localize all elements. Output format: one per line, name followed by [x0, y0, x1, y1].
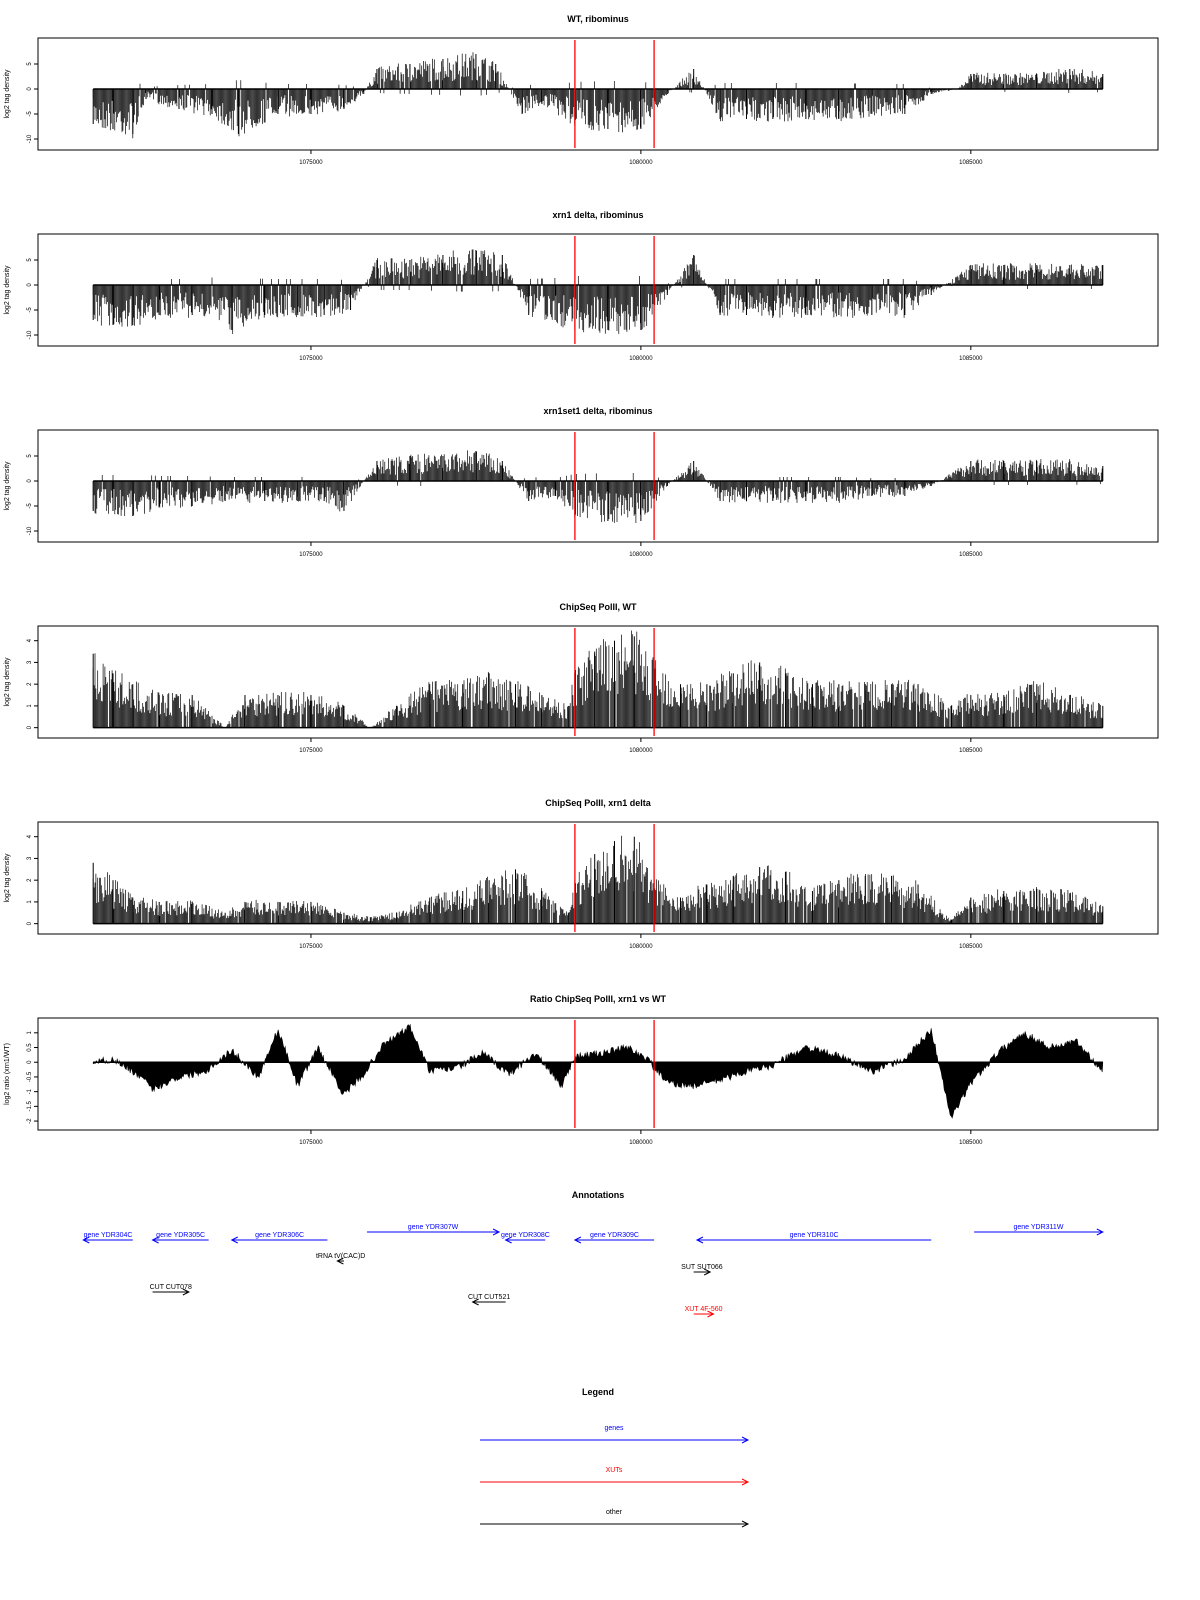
- y-tick-label: 5: [27, 62, 33, 66]
- y-tick-label: 5: [27, 258, 33, 262]
- y-tick-label: -10: [27, 134, 33, 143]
- x-tick-label: 1080000: [629, 160, 653, 166]
- x-tick-label: 1085000: [959, 944, 983, 950]
- x-tick-label: 1080000: [629, 748, 653, 754]
- y-axis-label: log2 tag density: [4, 657, 11, 707]
- density-bars: [92, 630, 1103, 728]
- plot-frame: [37, 429, 1159, 543]
- track-panel-3: xrn1set1 delta, ribominus log2 tag densit…: [4, 406, 1159, 558]
- track-panel-2: xrn1 delta, ribominus log2 tag density -10…: [4, 210, 1159, 362]
- y-tick-label: 0: [27, 725, 33, 729]
- y-tick-label: 3: [27, 856, 33, 860]
- panel-title: xrn1 delta, ribominus: [552, 210, 643, 220]
- y-axis-label: log2 tag density: [4, 461, 11, 511]
- y-tick-label: 0: [27, 479, 33, 483]
- y-tick-label: -5: [27, 111, 33, 117]
- plot-frame: [37, 821, 1159, 935]
- y-tick-label: 1: [27, 900, 33, 904]
- x-tick-label: 1085000: [959, 356, 983, 362]
- x-tick-label: 1075000: [299, 552, 323, 558]
- track-panel-4: ChipSeq PolII, WT log2 tag density 0 1 2 3 4 10…: [4, 602, 1159, 754]
- y-tick-label: 4: [27, 834, 33, 838]
- y-axis-label: log2 tag density: [4, 853, 11, 903]
- y-tick-label: -10: [27, 330, 33, 339]
- x-tick-label: 1085000: [959, 552, 983, 558]
- plot-frame: [37, 625, 1159, 739]
- y-tick-label: -10: [27, 526, 33, 535]
- density-bars: [92, 835, 1103, 924]
- track-panels: WT, ribominus log2 tag density -10 -5 0 5 1075…: [4, 14, 1159, 1146]
- y-tick-label: -5: [27, 307, 33, 313]
- density-bars: [92, 249, 1103, 334]
- y-tick-label: 1: [27, 704, 33, 708]
- track-panel-5: ChipSeq PolII, xrn1 delta log2 tag densit…: [4, 798, 1159, 950]
- x-tick-label: 1075000: [299, 160, 323, 166]
- y-tick-label: 2: [27, 878, 33, 882]
- x-tick-label: 1075000: [299, 944, 323, 950]
- panel-title: ChipSeq PolII, xrn1 delta: [545, 798, 652, 808]
- x-tick-label: 1080000: [629, 356, 653, 362]
- density-bars: [92, 450, 1103, 523]
- panel-title: WT, ribominus: [567, 14, 629, 24]
- y-tick-label: 0: [27, 921, 33, 925]
- y-tick-label: -5: [27, 503, 33, 509]
- x-tick-label: 1080000: [629, 552, 653, 558]
- y-axis-label: log2 tag density: [4, 265, 11, 315]
- y-tick-label: 0: [27, 283, 33, 287]
- x-tick-label: 1080000: [629, 944, 653, 950]
- x-tick-label: 1085000: [959, 748, 983, 754]
- x-tick-label: 1075000: [299, 748, 323, 754]
- x-tick-label: 1075000: [299, 356, 323, 362]
- track-panel-1: WT, ribominus log2 tag density -10 -5 0 5 1075…: [4, 14, 1159, 166]
- y-tick-label: 4: [27, 638, 33, 642]
- y-tick-label: 3: [27, 660, 33, 664]
- y-tick-label: 2: [27, 682, 33, 686]
- density-bars: [92, 52, 1103, 139]
- panel-title: xrn1set1 delta, ribominus: [543, 406, 652, 416]
- x-tick-label: 1085000: [959, 160, 983, 166]
- y-tick-label: 5: [27, 454, 33, 458]
- y-axis-label: log2 tag density: [4, 69, 11, 119]
- panel-title: ChipSeq PolII, WT: [560, 602, 637, 612]
- plot-frame: [37, 37, 1159, 151]
- y-tick-label: 0: [27, 87, 33, 91]
- plot-frame: [37, 233, 1159, 347]
